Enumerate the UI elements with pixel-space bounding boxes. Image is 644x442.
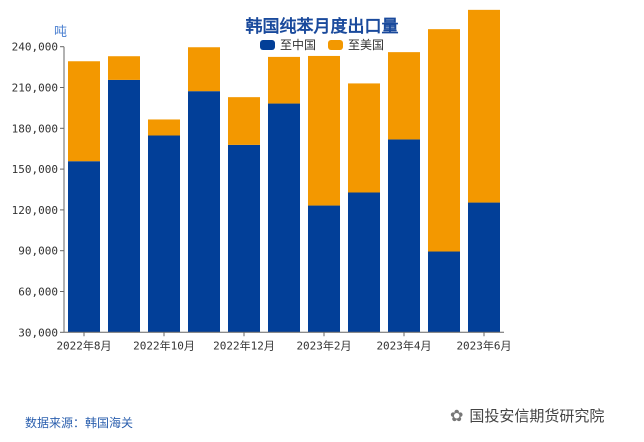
y-tick-label: 60,000 [18,286,58,299]
x-tick-label: 2023年2月 [296,338,351,352]
chart-title: 韩国纯苯月度出口量 [245,17,399,37]
x-tick-label: 2022年10月 [133,338,195,352]
y-tick-label: 30,000 [18,326,58,339]
legend-label-usa: 至美国 [348,38,385,52]
bar-china [268,103,300,333]
bar-usa [308,55,340,206]
x-tick-label: 2022年8月 [56,338,111,352]
legend-label-china: 至中国 [279,38,316,52]
wechat-icon: ✿ [450,406,464,425]
bar-china [68,161,100,333]
y-axis-unit: 吨 [54,25,68,40]
bar-china [388,139,420,333]
x-tick-label: 2023年6月 [456,338,511,352]
legend-item-usa[interactable]: 至美国 [328,36,384,53]
bar-china [108,79,140,333]
legend-swatch-usa [328,39,343,50]
legend: 至中国 至美国 [0,36,644,53]
bar-usa [388,52,420,140]
bar-usa [228,97,260,145]
y-tick-label: 90,000 [18,245,58,258]
bar-usa [68,61,100,162]
y-tick-label: 120,000 [12,204,58,217]
y-tick-label: 180,000 [12,122,58,135]
y-tick-label: 240,000 [12,41,58,54]
y-tick-label: 150,000 [12,163,58,176]
bar-china [188,91,220,333]
bar-china [308,205,340,333]
bar-china [148,135,180,333]
data-source: 数据来源：韩国海关 [25,416,134,430]
bar-usa [188,47,220,92]
bar-usa [468,9,500,203]
bar-usa [148,119,180,136]
bar-china [468,202,500,333]
x-tick-label: 2022年12月 [213,338,275,352]
bar-usa [428,29,460,252]
brand-name: 国投安信期货研究院 [469,407,605,425]
y-tick-label: 210,000 [12,82,58,95]
bar-china [228,144,260,333]
bar-usa [108,56,140,80]
brand-logo: ✿ 国投安信期货研究院 [450,405,604,426]
bar-usa [268,56,300,104]
legend-item-china[interactable]: 至中国 [259,36,316,53]
bar-usa [348,83,380,193]
legend-swatch-china [259,39,275,50]
x-tick-label: 2023年4月 [376,338,431,352]
bar-china [348,192,380,333]
bar-china [428,251,460,333]
